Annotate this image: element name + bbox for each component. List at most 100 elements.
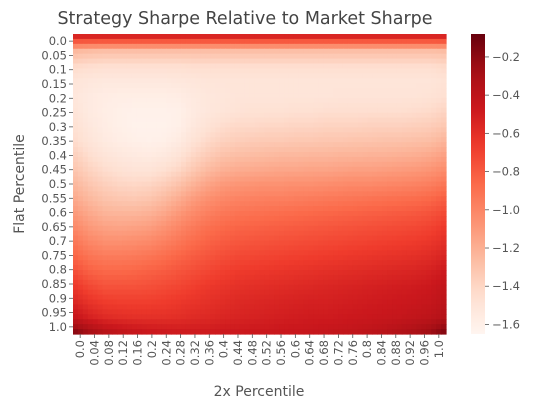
heatmap-cell [200, 196, 207, 202]
heatmap-cell [239, 201, 246, 207]
heatmap-cell [195, 176, 202, 183]
heatmap-cell [205, 284, 212, 291]
heatmap-cell [156, 107, 162, 114]
heatmap-cell [176, 152, 182, 158]
heatmap-cell [279, 211, 285, 217]
heatmap-cell [269, 245, 275, 251]
heatmap-cell [239, 220, 246, 227]
heatmap-cell [180, 240, 187, 247]
heatmap-cell [195, 230, 202, 237]
heatmap-cell [77, 191, 84, 197]
heatmap-cell [367, 240, 373, 247]
heatmap-cell [352, 186, 359, 192]
heatmap-cell [185, 161, 192, 168]
heatmap-cell [441, 304, 447, 311]
heatmap-cell [102, 186, 108, 192]
heatmap-cell [185, 324, 192, 330]
heatmap-cell [141, 48, 148, 55]
heatmap-cell [308, 201, 315, 207]
heatmap-cell [190, 265, 197, 271]
heatmap-cell [87, 43, 94, 50]
heatmap-cell [259, 294, 266, 301]
heatmap-cell [357, 289, 364, 296]
heatmap-cell [436, 176, 442, 183]
heatmap-cell [323, 274, 329, 281]
heatmap-cell [156, 279, 162, 286]
heatmap-cell [171, 260, 177, 266]
colorbar-tick-label: −1.0 [492, 203, 520, 217]
heatmap-cell [421, 191, 427, 197]
heatmap-cell [239, 156, 246, 163]
heatmap-cell [195, 255, 202, 261]
heatmap-cell [431, 58, 437, 65]
heatmap-cell [190, 270, 197, 276]
heatmap-cell [220, 117, 226, 124]
heatmap-cell [303, 176, 310, 183]
heatmap-cell [239, 314, 246, 320]
heatmap-cell [318, 152, 324, 158]
heatmap-cell [313, 102, 319, 109]
y-tick-label: 0.3 [49, 120, 67, 134]
heatmap-cell [82, 88, 89, 94]
heatmap-cell [431, 240, 437, 247]
heatmap-cell [190, 329, 197, 335]
heatmap-cell [141, 196, 148, 202]
heatmap-cell [377, 78, 383, 84]
heatmap-cell [210, 245, 216, 251]
x-tick-labels: 0.0 0.04 0.08 0.12 0.16 0.2 0.24 0.28 0.32 0.36 0.… [73, 334, 446, 366]
heatmap-cell [347, 34, 354, 40]
heatmap-cell [87, 122, 94, 129]
heatmap-cell [416, 38, 423, 45]
heatmap-cell [441, 260, 447, 266]
heatmap-cell [288, 245, 295, 251]
heatmap-cell [239, 117, 246, 124]
heatmap-cell [176, 161, 182, 168]
heatmap-cell [401, 63, 408, 70]
heatmap-cell [190, 88, 197, 94]
heatmap-cell [259, 309, 266, 315]
heatmap-cell [117, 206, 123, 212]
heatmap-cell [416, 53, 423, 60]
heatmap-cell [171, 211, 177, 217]
heatmap-cell [426, 152, 432, 158]
heatmap-cell [77, 112, 84, 119]
heatmap-cell [264, 152, 270, 158]
heatmap-cell [347, 93, 354, 99]
heatmap-cell [166, 279, 172, 286]
heatmap-cell [308, 58, 315, 65]
heatmap-cell [269, 265, 275, 271]
y-tick-label: 0.8 [49, 263, 67, 277]
heatmap-cell [421, 117, 427, 124]
heatmap-cell [323, 314, 329, 320]
heatmap-cell [126, 270, 133, 276]
heatmap-cell [141, 38, 148, 45]
heatmap-cell [338, 230, 344, 237]
heatmap-cell [87, 225, 94, 232]
heatmap-cell [200, 211, 207, 217]
heatmap-cell [298, 83, 305, 89]
heatmap-cell [372, 112, 378, 119]
heatmap-cell [73, 279, 79, 286]
heatmap-cell [288, 250, 295, 256]
heatmap-cell [338, 122, 344, 129]
heatmap-cell [416, 215, 423, 222]
heatmap-cell [387, 43, 393, 50]
heatmap-cell [244, 38, 251, 45]
heatmap-cell [401, 191, 408, 197]
heatmap-cell [377, 122, 383, 129]
heatmap-cell [392, 225, 398, 232]
heatmap-cell [156, 73, 162, 79]
heatmap-cell [313, 152, 319, 158]
heatmap-cell [303, 235, 310, 242]
heatmap-cell [97, 78, 104, 84]
heatmap-cell [441, 137, 447, 143]
heatmap-cell [151, 88, 158, 94]
heatmap-cell [205, 206, 212, 212]
heatmap-cells [73, 34, 447, 335]
heatmap-cell [185, 196, 192, 202]
heatmap-cell [387, 279, 393, 286]
heatmap-cell [82, 102, 89, 109]
heatmap-cell [249, 201, 256, 207]
heatmap-cell [151, 58, 158, 65]
heatmap-cell [392, 127, 398, 133]
